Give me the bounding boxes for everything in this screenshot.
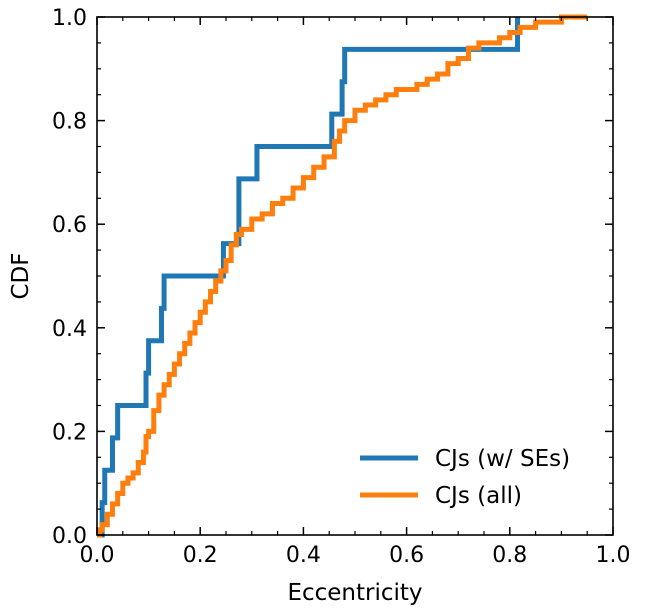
series-layer (97, 14, 588, 538)
legend-label-0: CJs (w/ SEs) (435, 446, 570, 472)
series-line-1 (97, 14, 588, 538)
y-tick-label: 0.2 (52, 420, 87, 445)
x-tick-label: 0.8 (492, 543, 527, 568)
ticks-layer: 0.0 0.2 0.4 0.6 0.8 1.0 0.0 0.2 0.4 0.6 0.8 1.0 (52, 6, 631, 568)
y-tick-label: 0.6 (52, 213, 87, 238)
legend: CJs (w/ SEs) CJs (all) (360, 446, 570, 509)
y-tick-label: 1.0 (52, 6, 87, 31)
y-tick-label: 0.8 (52, 110, 87, 135)
x-axis-label: Eccentricity (287, 580, 422, 606)
x-tick-label: 0.6 (389, 543, 424, 568)
x-tick-label: 1.0 (596, 543, 631, 568)
x-tick-label: 0.0 (80, 543, 115, 568)
y-tick-label: 0.0 (52, 524, 87, 549)
x-tick-label: 0.2 (183, 543, 218, 568)
x-tick-label: 0.4 (286, 543, 321, 568)
y-tick-label: 0.4 (52, 317, 87, 342)
legend-label-1: CJs (all) (435, 483, 522, 509)
y-axis-label: CDF (8, 253, 34, 300)
series-line-0 (97, 17, 521, 538)
